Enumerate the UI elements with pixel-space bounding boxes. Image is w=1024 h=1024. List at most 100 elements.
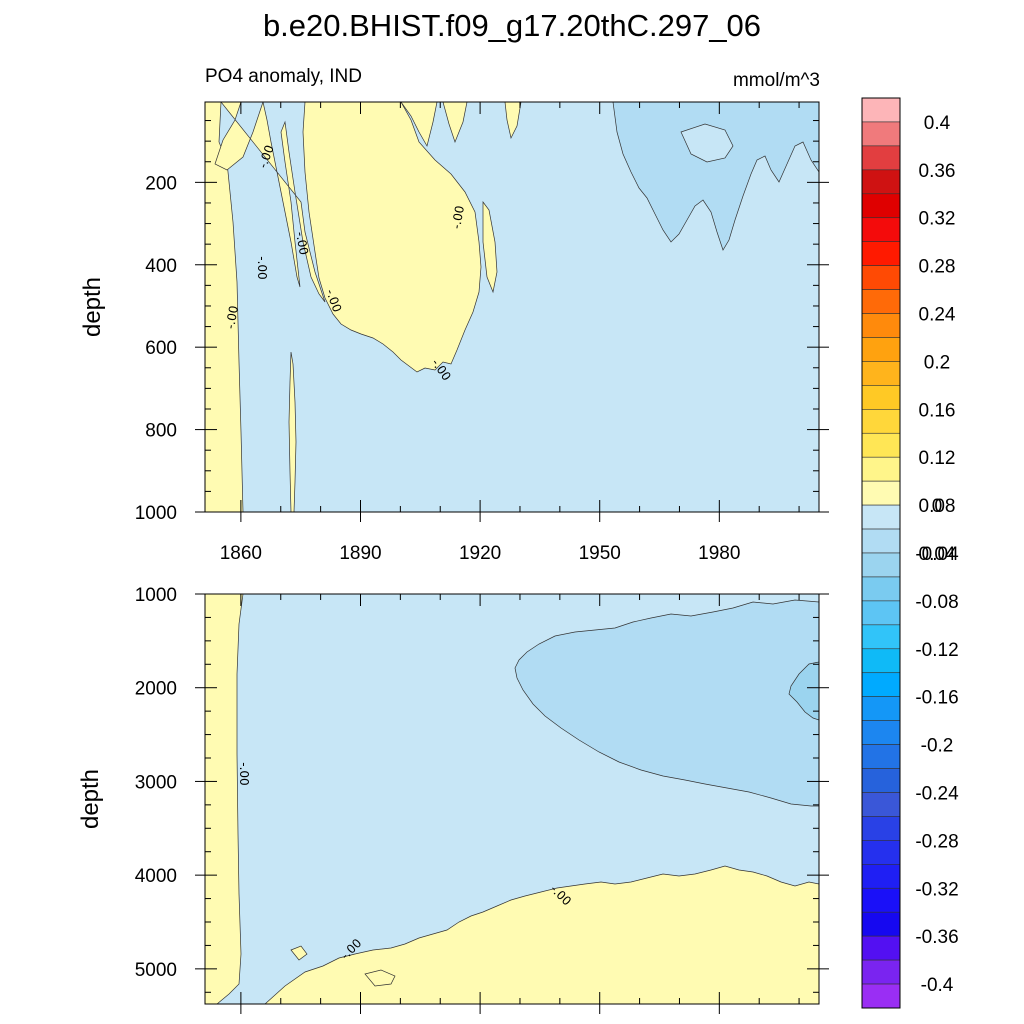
upper-contour-label: -.00 <box>293 231 311 256</box>
lower-contour-label: -.00 <box>237 762 251 785</box>
upper-region-pos-lobe-a <box>214 102 326 303</box>
colorbar-swatch <box>861 121 901 147</box>
y-tick-label: 600 <box>145 338 177 359</box>
colorbar-label: 0.32 <box>919 209 956 230</box>
colorbar-swatch <box>861 624 901 650</box>
upper-region-pos-left-strip <box>205 102 244 512</box>
upper-contour-field <box>205 102 819 512</box>
colorbar-swatch <box>861 193 901 219</box>
colorbar-swatch <box>861 169 901 195</box>
colorbar-label: 0.04 <box>919 544 956 565</box>
colorbar-label: -0.16 <box>915 688 958 709</box>
colorbar-swatch <box>861 480 901 506</box>
colorbar-label: 0.24 <box>919 305 956 326</box>
colorbar-swatch <box>861 600 901 626</box>
lower-region-neg-more <box>788 661 819 721</box>
upper-region-pos-sliver <box>288 351 297 512</box>
colorbar: 0.4 0.36 0.32 0.28 0.24 0.2 0.16 0.12 0.08 0.04 0 -… <box>861 97 959 1009</box>
colorbar-swatch <box>861 792 901 817</box>
upper-contour-label: -.00 <box>255 256 269 279</box>
colorbar-label: 0 <box>932 496 943 517</box>
colorbar-label: -0.32 <box>915 879 958 900</box>
lower-region-pos-bottom <box>264 865 819 1004</box>
colorbar-swatch <box>861 768 901 793</box>
lower-region-neg-mid <box>514 599 819 807</box>
x-tick-label: 1950 <box>579 543 621 564</box>
upper-region-pos-finger-3 <box>482 200 498 294</box>
subtitle-right: mmol/m^3 <box>733 70 820 91</box>
colorbar-swatch <box>861 720 901 745</box>
colorbar-label: -0.04 <box>915 544 959 565</box>
upper-plot-frame <box>204 101 820 513</box>
colorbar-swatch <box>861 409 901 434</box>
colorbar-swatch <box>861 313 901 338</box>
colorbar-label: -0.08 <box>915 592 958 613</box>
upper-region-pos-finger-2 <box>442 102 468 144</box>
lower-region-pos-island-1 <box>290 945 308 961</box>
colorbar-label: 0.2 <box>924 352 950 373</box>
colorbar-swatch <box>861 432 901 458</box>
colorbar-swatch <box>861 456 901 482</box>
colorbar-label: 0.36 <box>919 161 956 182</box>
lower-region-pos-left-strip <box>205 594 244 1004</box>
colorbar-swatch <box>861 385 901 410</box>
lower-y-axis-label: depth <box>77 769 104 829</box>
y-tick-label: 800 <box>145 421 177 442</box>
colorbar-label: 0.4 <box>924 113 951 134</box>
colorbar-label: 0.08 <box>919 496 956 517</box>
colorbar-swatch <box>861 97 901 123</box>
colorbar-swatch <box>861 361 901 386</box>
chart-title: b.e20.BHIST.f09_g17.20thC.297_06 <box>263 8 761 43</box>
colorbar-swatches <box>861 97 901 1009</box>
colorbar-swatch <box>861 337 901 362</box>
x-tick-label: 1860 <box>220 543 262 564</box>
lower-contour-field <box>205 594 819 1004</box>
lower-panel: -.00 -.00 -.00 depth 1000200030004000500… <box>77 585 829 1014</box>
colorbar-swatch <box>861 241 901 266</box>
colorbar-label: -0.28 <box>915 831 958 852</box>
colorbar-swatch <box>861 217 901 242</box>
y-tick-label: 400 <box>145 256 177 277</box>
colorbar-swatch <box>861 265 901 290</box>
colorbar-swatch <box>861 648 901 674</box>
colorbar-swatch <box>861 672 901 697</box>
colorbar-swatch <box>861 528 901 554</box>
y-tick-label: 2000 <box>135 679 177 700</box>
upper-region-neg-mid <box>612 102 819 251</box>
colorbar-labels: 0.4 0.36 0.32 0.28 0.24 0.2 0.16 0.12 0.08 0.04 0 -… <box>915 113 959 996</box>
upper-contour-label: -.00 <box>223 305 241 330</box>
x-tick-label: 1920 <box>459 543 501 564</box>
y-tick-label: 200 <box>145 173 177 194</box>
y-tick-label: 5000 <box>135 960 177 981</box>
upper-y-ticks: 200 400 600 800 1000 <box>135 120 829 524</box>
colorbar-label: 0.28 <box>919 257 956 278</box>
subtitle-left: PO4 anomaly, IND <box>205 66 362 87</box>
upper-x-ticks: 1860 1890 1920 1950 1980 <box>220 102 800 564</box>
y-tick-label: 4000 <box>135 866 177 887</box>
colorbar-swatch <box>861 959 901 985</box>
colorbar-frame <box>861 97 901 1009</box>
colorbar-swatch <box>861 504 901 530</box>
colorbar-swatch <box>861 840 901 865</box>
colorbar-swatch <box>861 145 901 171</box>
colorbar-label: -0.2 <box>921 736 954 757</box>
upper-region-pos-finger-1 <box>400 102 438 147</box>
upper-region-neg-small-inner <box>680 123 734 163</box>
lower-region-pos-island-2 <box>364 969 396 987</box>
y-tick-label: 1000 <box>135 585 177 606</box>
colorbar-swatch <box>861 935 901 961</box>
lower-x-ticks <box>240 594 800 1014</box>
colorbar-label: -0.36 <box>915 927 958 948</box>
y-tick-label: 3000 <box>135 772 177 793</box>
colorbar-swatch <box>861 744 901 769</box>
colorbar-swatch <box>861 887 901 913</box>
colorbar-swatch <box>861 816 901 841</box>
colorbar-label: 0.12 <box>919 448 956 469</box>
y-tick-label: 1000 <box>135 503 177 524</box>
upper-region-pos-finger-4 <box>504 102 522 140</box>
x-tick-label: 1980 <box>698 543 740 564</box>
colorbar-label: -0.12 <box>915 640 958 661</box>
colorbar-label: -0.24 <box>915 783 959 804</box>
colorbar-swatch <box>861 696 901 721</box>
colorbar-swatch <box>861 983 901 1009</box>
